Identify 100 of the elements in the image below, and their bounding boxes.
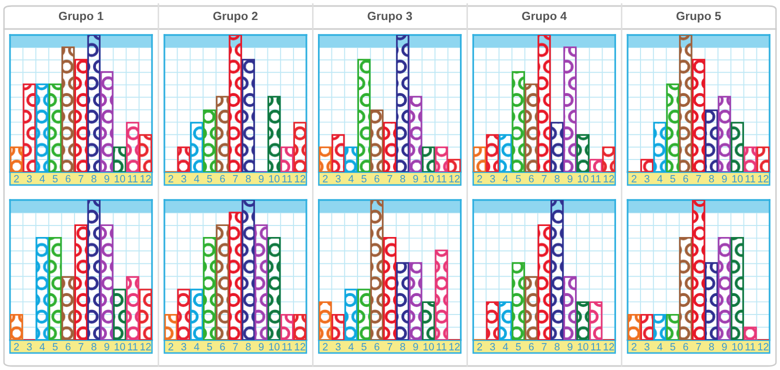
x-tick-label: 11: [128, 175, 138, 182]
bar: [22, 83, 36, 172]
x-tick-label: 7: [542, 175, 547, 182]
x-tick-label: 8: [554, 343, 560, 350]
bar: [498, 301, 512, 340]
bar: [538, 224, 551, 340]
bar: [332, 314, 345, 340]
x-tick-label: 2: [477, 175, 482, 182]
x-tick-label: 4: [502, 175, 508, 182]
x-tick-label: 10: [732, 175, 743, 182]
bar: [138, 134, 152, 172]
bar: [126, 276, 140, 340]
x-tick-label: 3: [26, 175, 32, 182]
bar: [344, 146, 358, 172]
x-tick-label: 7: [78, 175, 84, 182]
bar: [448, 158, 461, 172]
bar: [550, 122, 564, 172]
x-tick-label: 4: [40, 175, 45, 182]
x-tick-label: 3: [181, 343, 186, 350]
bar: [422, 146, 436, 172]
x-tick-label: 12: [294, 175, 306, 182]
x-tick-label: 6: [528, 175, 534, 182]
bar: [744, 146, 757, 172]
x-tick-label: 10: [424, 175, 434, 182]
x-tick-label: 8: [91, 343, 96, 350]
x-tick-label: 10: [114, 343, 126, 350]
bar: [370, 200, 384, 340]
bar: [640, 314, 654, 340]
bar: [267, 96, 281, 172]
bar: [756, 146, 770, 172]
x-tick-label: 12: [449, 343, 460, 350]
x-tick-label: 7: [233, 343, 238, 350]
x-tick-label: 4: [348, 175, 354, 182]
bar: [538, 35, 551, 172]
x-tick-label: 12: [604, 343, 614, 350]
x-tick-label: 9: [104, 343, 110, 350]
x-tick-label: 2: [322, 175, 328, 182]
x-tick-label: 6: [66, 175, 71, 182]
x-tick-label: 7: [696, 343, 701, 350]
bar: [396, 262, 410, 340]
x-tick-label: 2: [632, 343, 636, 350]
bar: [524, 83, 538, 172]
x-tick-label: 11: [746, 175, 756, 182]
chart-title: Grupo 4: [522, 12, 567, 22]
bar: [640, 158, 654, 172]
bar: [254, 224, 268, 340]
x-tick-label: 5: [670, 343, 676, 350]
x-tick-label: 11: [436, 175, 446, 182]
x-tick-label: 4: [348, 343, 354, 350]
bar: [216, 96, 230, 172]
x-tick-label: 8: [709, 343, 714, 350]
x-tick-label: 2: [14, 175, 19, 182]
bar: [36, 236, 49, 340]
x-tick-label: 8: [709, 175, 714, 182]
bar: [87, 35, 101, 172]
x-tick-label: 6: [220, 343, 225, 350]
bar: [589, 301, 602, 340]
x-tick-label: 12: [604, 175, 614, 182]
x-tick-label: 7: [387, 175, 392, 182]
bar: [242, 58, 255, 172]
x-tick-label: 6: [66, 343, 71, 350]
bar: [48, 83, 62, 172]
bar: [100, 71, 114, 172]
bar: [524, 276, 538, 340]
chart-title: Grupo 5: [676, 12, 721, 22]
x-tick-label: 5: [207, 343, 212, 350]
bar: [679, 236, 692, 340]
bar: [704, 262, 718, 340]
x-tick-label: 2: [168, 175, 174, 182]
bar: [692, 58, 706, 172]
bar: [293, 122, 306, 172]
bar: [74, 58, 88, 172]
x-tick-label: 2: [14, 343, 19, 350]
x-tick-label: 7: [696, 175, 701, 182]
bar: [666, 314, 680, 340]
bar: [138, 288, 152, 340]
x-tick-label: 4: [194, 175, 200, 182]
bar: [318, 146, 332, 172]
chart-title: Grupo 1: [58, 12, 104, 22]
x-tick-label: 10: [424, 343, 434, 350]
bar: [383, 236, 396, 340]
bar: [679, 35, 692, 172]
x-tick-label: 10: [269, 175, 280, 182]
bar: [396, 35, 410, 172]
x-tick-label: 5: [362, 175, 366, 182]
x-tick-label: 4: [194, 343, 200, 350]
bar: [126, 122, 140, 172]
x-tick-label: 6: [528, 343, 534, 350]
x-tick-label: 12: [140, 343, 151, 350]
bar: [100, 224, 114, 340]
bar: [512, 262, 526, 340]
x-tick-label: 2: [632, 175, 636, 182]
x-tick-label: 3: [490, 343, 496, 350]
bar: [576, 134, 590, 172]
bar: [190, 288, 204, 340]
bar: [383, 122, 396, 172]
bar: [177, 288, 190, 340]
x-tick-label: 3: [336, 175, 341, 182]
bar: [242, 200, 255, 340]
bar: [498, 134, 512, 172]
